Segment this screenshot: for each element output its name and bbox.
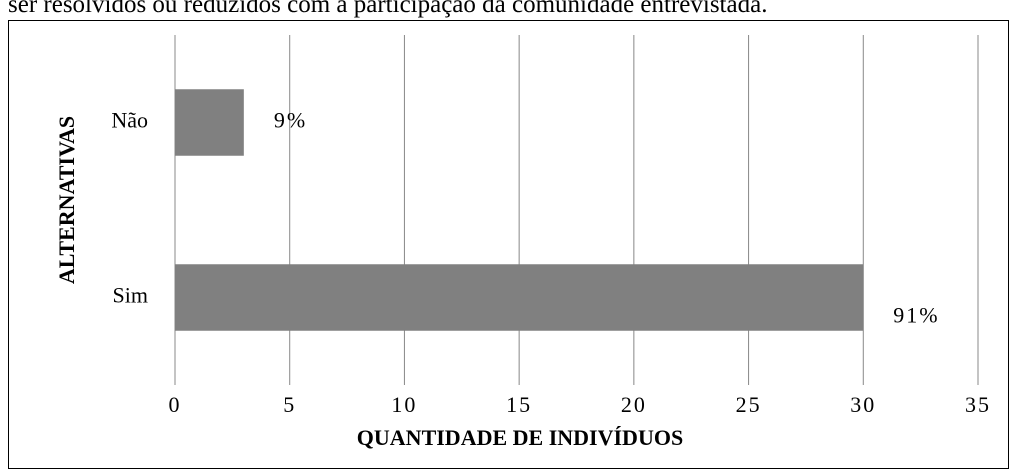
x-tick-label: 15 xyxy=(506,392,532,417)
data-label: 9% xyxy=(274,108,307,133)
x-tick-label: 0 xyxy=(169,392,182,417)
y-tick-label: Sim xyxy=(113,283,148,308)
x-tick-label: 10 xyxy=(391,392,417,417)
bar xyxy=(175,264,864,331)
data-label: 91% xyxy=(893,303,939,328)
x-tick-label: 35 xyxy=(965,392,991,417)
x-tick-label: 20 xyxy=(621,392,647,417)
caption: ser resolvidos ou reduzidos com a partic… xyxy=(8,0,767,18)
x-tick-label: 25 xyxy=(736,392,762,417)
x-tick-label: 30 xyxy=(850,392,876,417)
x-axis-title: QUANTIDADE DE INDIVÍDUOS xyxy=(357,425,683,450)
chart-border xyxy=(8,20,1009,469)
y-tick-label: Não xyxy=(111,108,148,133)
bar xyxy=(175,89,244,156)
x-tick-label: 5 xyxy=(283,392,296,417)
y-axis-title: ALTERNATIVAS xyxy=(54,116,79,284)
